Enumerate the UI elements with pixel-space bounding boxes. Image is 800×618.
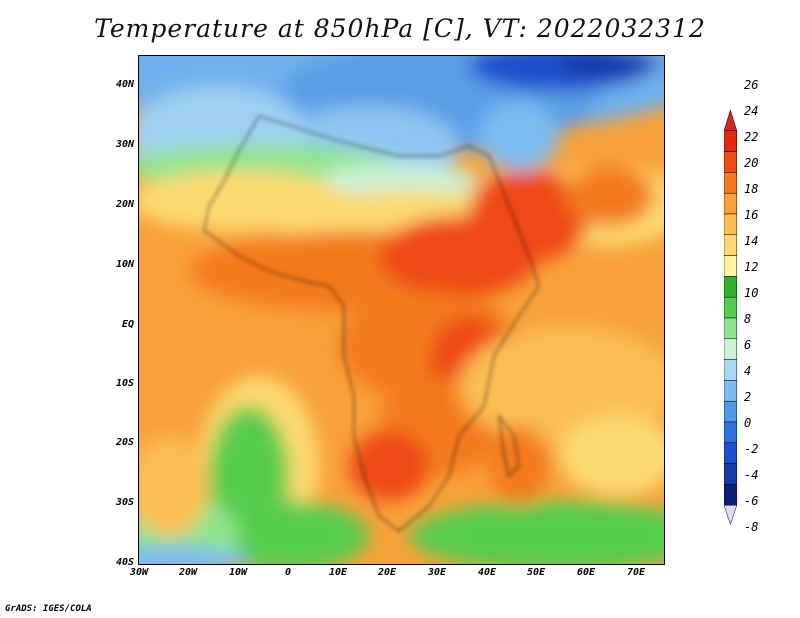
lon-label-40e: 40E <box>477 567 497 578</box>
lon-label-20w: 20W <box>178 567 198 578</box>
colorbar-label: -4 <box>744 468 759 482</box>
colorbar-segment <box>724 296 738 319</box>
lat-label-10n: 10N <box>115 259 134 270</box>
colorbar-segment <box>724 276 738 298</box>
lat-label-40s: 40S <box>115 557 134 568</box>
lat-label-30s: 30S <box>115 497 134 508</box>
lat-label-30n: 30N <box>115 139 134 150</box>
colorbar-segment <box>724 234 738 256</box>
lat-label-20n: 20N <box>115 199 134 210</box>
colorbar-segment <box>724 130 738 152</box>
colorbar-label: 26 <box>744 78 759 92</box>
colorbar-top-arrow <box>724 109 738 132</box>
colorbar-segment <box>724 359 738 381</box>
temperature-field <box>139 56 664 564</box>
lon-label-70e: 70E <box>626 567 646 578</box>
colorbar-bottom-arrow <box>724 504 738 526</box>
lat-label-20s: 20S <box>115 437 134 448</box>
colorbar-segment <box>724 172 738 194</box>
colorbar-segment <box>724 421 738 444</box>
colorbar-label: 16 <box>744 208 759 222</box>
lat-label-10s: 10S <box>115 378 134 389</box>
colorbar-segment <box>724 380 738 402</box>
coastlines <box>203 115 540 532</box>
colorbar-label: 20 <box>744 156 759 170</box>
colorbar-segment <box>724 400 738 423</box>
colorbar-label: 22 <box>744 130 759 144</box>
lon-label-30w: 30W <box>129 567 149 578</box>
colorbar-segment <box>724 442 738 464</box>
lon-label-50e: 50E <box>526 567 546 578</box>
colorbar-label: 2 <box>744 390 752 404</box>
colorbar-segment <box>724 192 738 215</box>
colorbar-label: 18 <box>744 182 759 196</box>
lat-label-eq: EQ <box>121 319 134 330</box>
lon-label-10e: 10E <box>328 567 348 578</box>
credit-text: GrADS: IGES/COLA <box>5 604 92 614</box>
colorbar-segment <box>724 213 738 236</box>
colorbar-label: 6 <box>744 338 752 352</box>
lon-label-10w: 10W <box>228 567 248 578</box>
lon-label-0: 0 <box>284 567 292 578</box>
colorbar-segment <box>724 255 738 277</box>
colorbar-label: 0 <box>744 416 752 430</box>
colorbar-segment <box>724 151 738 173</box>
lon-label-60e: 60E <box>576 567 596 578</box>
colorbar-label: -2 <box>744 442 759 456</box>
colorbar-label: 14 <box>744 234 759 248</box>
temperature-map <box>138 55 665 565</box>
colorbar-label: 10 <box>744 286 759 300</box>
colorbar-segment <box>724 484 738 506</box>
colorbar-label: 12 <box>744 260 759 274</box>
colorbar-segment <box>724 338 738 360</box>
colorbar-label: 4 <box>744 364 752 378</box>
colorbar-segment <box>724 317 738 340</box>
colorbar-label: 8 <box>744 312 752 326</box>
colorbar-label: -6 <box>744 494 759 508</box>
lon-label-20e: 20E <box>377 567 397 578</box>
colorbar-label: -8 <box>744 520 759 534</box>
lat-label-40n: 40N <box>115 79 134 90</box>
lon-label-30e: 30E <box>427 567 447 578</box>
map-title: Temperature at 850hPa [C], VT: 202203231… <box>94 14 706 43</box>
colorbar-label: 24 <box>744 104 759 118</box>
colorbar <box>724 109 738 526</box>
colorbar-segment <box>724 463 738 485</box>
